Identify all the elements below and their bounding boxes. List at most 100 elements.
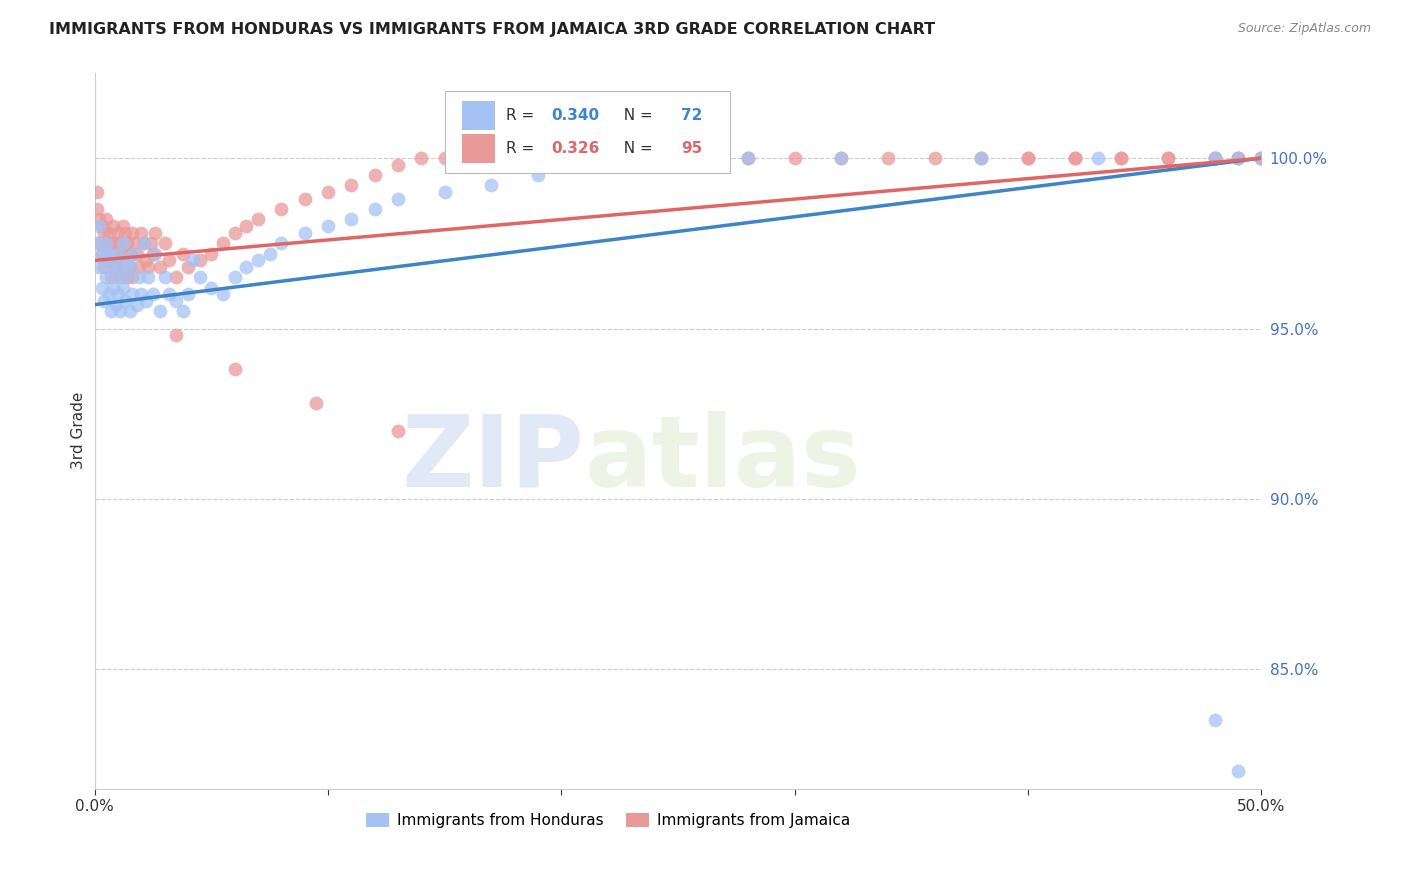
Point <box>737 151 759 165</box>
Point <box>118 304 141 318</box>
Point <box>970 151 993 165</box>
Point <box>1204 151 1226 165</box>
Point <box>100 236 122 251</box>
Point <box>96 270 118 285</box>
Point <box>107 246 129 260</box>
Point <box>1157 151 1180 165</box>
Point <box>117 253 139 268</box>
Point <box>132 236 155 251</box>
Point <box>121 270 143 285</box>
Point <box>118 260 141 275</box>
Point <box>89 219 111 234</box>
Point <box>200 280 222 294</box>
Point <box>177 287 200 301</box>
Point <box>737 151 759 165</box>
Text: N =: N = <box>614 141 658 156</box>
Point <box>125 246 148 260</box>
Text: ZIP: ZIP <box>402 411 585 508</box>
Point <box>1227 151 1250 165</box>
Point <box>1227 151 1250 165</box>
Point <box>666 151 689 165</box>
Point <box>387 424 409 438</box>
Point <box>121 287 143 301</box>
Point <box>1250 151 1272 165</box>
Point <box>224 362 246 376</box>
Point <box>129 226 152 240</box>
Point <box>270 236 292 251</box>
Point <box>128 270 150 285</box>
Point <box>316 219 339 234</box>
Point <box>188 253 211 268</box>
Point <box>139 236 162 251</box>
Point <box>165 270 187 285</box>
Point <box>149 260 172 275</box>
Point <box>305 396 328 410</box>
Point <box>86 236 108 251</box>
Point <box>89 212 111 227</box>
Point <box>877 151 900 165</box>
Point <box>212 287 235 301</box>
Point <box>1250 151 1272 165</box>
Text: 72: 72 <box>682 108 703 123</box>
Point <box>1250 151 1272 165</box>
Point <box>103 219 125 234</box>
Point <box>153 236 176 251</box>
Point <box>340 178 363 193</box>
Point <box>122 246 145 260</box>
Point <box>118 246 141 260</box>
Point <box>177 260 200 275</box>
Point <box>100 304 122 318</box>
Point <box>1227 764 1250 779</box>
Point <box>830 151 852 165</box>
Point <box>1204 151 1226 165</box>
Point <box>149 304 172 318</box>
Point <box>125 298 148 312</box>
Point <box>479 151 502 165</box>
Point <box>1204 714 1226 728</box>
Point <box>294 226 316 240</box>
Point <box>1227 151 1250 165</box>
Point <box>924 151 946 165</box>
Point <box>1204 151 1226 165</box>
Point <box>783 151 806 165</box>
Point <box>111 236 134 251</box>
Point <box>224 226 246 240</box>
Point <box>110 236 132 251</box>
Point <box>1063 151 1085 165</box>
Point <box>96 236 118 251</box>
Point <box>340 212 363 227</box>
Point <box>1063 151 1085 165</box>
Legend: Immigrants from Honduras, Immigrants from Jamaica: Immigrants from Honduras, Immigrants fro… <box>360 807 856 835</box>
Point <box>246 253 269 268</box>
Point <box>259 246 281 260</box>
Point <box>294 192 316 206</box>
Point <box>97 246 120 260</box>
Point <box>411 151 433 165</box>
Point <box>89 260 111 275</box>
Point <box>111 219 134 234</box>
Point <box>143 226 166 240</box>
Point <box>596 158 619 172</box>
Point <box>387 192 409 206</box>
Point <box>527 168 550 182</box>
Text: R =: R = <box>506 108 540 123</box>
Point <box>479 178 502 193</box>
Point <box>104 260 127 275</box>
Point <box>86 202 108 217</box>
Point <box>107 287 129 301</box>
Point <box>104 236 127 251</box>
Point <box>90 246 112 260</box>
Point <box>93 226 115 240</box>
Point <box>117 270 139 285</box>
Point <box>114 246 136 260</box>
Point <box>110 270 132 285</box>
Point <box>121 226 143 240</box>
Point <box>135 253 157 268</box>
Point <box>129 287 152 301</box>
Point <box>89 236 111 251</box>
Point <box>690 151 713 165</box>
FancyBboxPatch shape <box>463 101 495 129</box>
Point <box>212 236 235 251</box>
Point <box>200 246 222 260</box>
Point <box>96 236 118 251</box>
